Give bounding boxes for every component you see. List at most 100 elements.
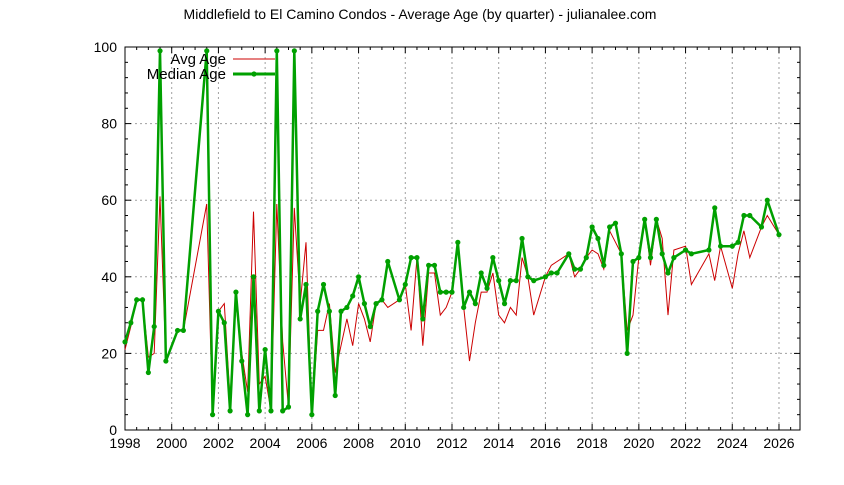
median-age-point xyxy=(174,327,181,334)
median-age-point xyxy=(285,404,292,410)
y-tick-label: 20 xyxy=(101,345,117,361)
median-age-point xyxy=(268,408,274,414)
median-age-point xyxy=(414,255,420,261)
median-age-point xyxy=(139,297,146,303)
x-tick-label: 2024 xyxy=(717,435,748,451)
legend-label-median: Median Age xyxy=(147,66,226,83)
median-age-point xyxy=(642,216,648,222)
median-age-point xyxy=(361,301,368,307)
median-age-point xyxy=(122,339,128,345)
grid xyxy=(125,47,800,430)
median-age-point xyxy=(326,308,332,314)
legend-marker-median xyxy=(251,71,257,77)
median-age-point xyxy=(332,392,338,399)
y-tick-label: 40 xyxy=(101,269,117,285)
x-tick-label: 2010 xyxy=(390,435,421,451)
median-age-point xyxy=(577,266,584,272)
median-age-point xyxy=(320,281,327,288)
median-age-point xyxy=(309,412,315,418)
median-age-point xyxy=(344,304,350,311)
median-age-point xyxy=(315,308,321,314)
median-age-point xyxy=(496,278,502,284)
median-age-point xyxy=(513,278,519,284)
median-age-point xyxy=(373,301,379,307)
median-age-point xyxy=(256,408,262,414)
median-age-point xyxy=(729,243,735,249)
median-age-point xyxy=(145,369,151,376)
median-age-point xyxy=(128,320,134,326)
y-tick-label: 80 xyxy=(101,116,117,132)
median-age-point xyxy=(461,304,467,311)
median-age-point xyxy=(355,274,362,280)
median-age-point xyxy=(688,251,694,257)
median-age-point xyxy=(350,293,356,299)
median-age-point xyxy=(163,358,169,364)
median-age-point xyxy=(542,274,549,280)
median-age-point xyxy=(215,308,222,314)
median-age-point xyxy=(595,235,601,242)
median-age-point xyxy=(566,251,572,257)
median-age-point xyxy=(291,48,297,54)
median-age-point xyxy=(717,243,724,249)
median-age-point xyxy=(151,323,157,330)
median-age-point xyxy=(776,232,782,238)
median-age-point xyxy=(636,255,642,261)
x-tick-label: 2018 xyxy=(577,435,608,451)
median-age-point xyxy=(519,235,525,242)
median-age-point xyxy=(221,320,227,326)
axes: 1998 2000 2002 2004 2006 2008 2010 2012 2014 2016… xyxy=(94,39,801,451)
x-tick-label: 2012 xyxy=(436,435,467,451)
x-tick-label: 2004 xyxy=(250,435,281,451)
median-age-point xyxy=(618,251,624,257)
median-age-point xyxy=(630,258,636,265)
median-age-point xyxy=(472,301,478,307)
median-age-point xyxy=(396,297,403,303)
median-age-point xyxy=(647,255,654,261)
chart-title: Middlefield to El Camino Condos - Averag… xyxy=(184,6,657,22)
median-age-point xyxy=(157,48,163,54)
median-age-point xyxy=(443,289,449,295)
plot-border xyxy=(124,46,801,431)
median-age-point xyxy=(227,408,233,414)
x-tick-label: 2014 xyxy=(483,435,514,451)
median-age-point xyxy=(431,262,438,268)
median-age-point xyxy=(671,255,677,261)
median-age-point xyxy=(484,285,490,291)
median-age-point xyxy=(665,270,671,276)
median-age-point xyxy=(735,239,741,245)
median-age-point xyxy=(297,316,303,322)
median-age-point xyxy=(385,258,391,265)
median-age-point xyxy=(682,247,689,253)
median-age-point xyxy=(245,412,251,418)
median-age-point xyxy=(659,251,665,257)
series-line-median-age xyxy=(123,49,781,416)
x-tick-label: 2008 xyxy=(343,435,374,451)
y-tick-label: 100 xyxy=(94,39,118,55)
x-tick-label: 2026 xyxy=(763,435,794,451)
median-age-point xyxy=(209,412,216,418)
median-age-point xyxy=(233,289,239,295)
median-age-point xyxy=(420,316,426,322)
series-line-avg-age xyxy=(124,196,780,415)
x-tick-label: 1998 xyxy=(109,435,140,451)
median-age-point xyxy=(706,247,712,253)
median-age-point xyxy=(507,278,513,284)
median-age-point xyxy=(449,289,455,295)
median-age-point xyxy=(612,220,619,226)
median-age-point xyxy=(379,297,385,303)
median-age-point xyxy=(466,289,473,295)
median-age-point xyxy=(134,297,140,303)
median-age-point xyxy=(437,289,443,295)
median-age-point xyxy=(583,255,589,261)
y-tick-label: 60 xyxy=(101,192,117,208)
median-age-point xyxy=(747,212,753,219)
median-age-point xyxy=(367,323,373,330)
median-age-point xyxy=(764,197,770,203)
median-age-point xyxy=(303,281,309,288)
legend-label-avg: Avg Age xyxy=(170,51,226,68)
median-age-point xyxy=(572,266,578,272)
median-age-point xyxy=(338,308,344,314)
x-tick-label: 2020 xyxy=(623,435,654,451)
plot-area xyxy=(122,48,782,418)
